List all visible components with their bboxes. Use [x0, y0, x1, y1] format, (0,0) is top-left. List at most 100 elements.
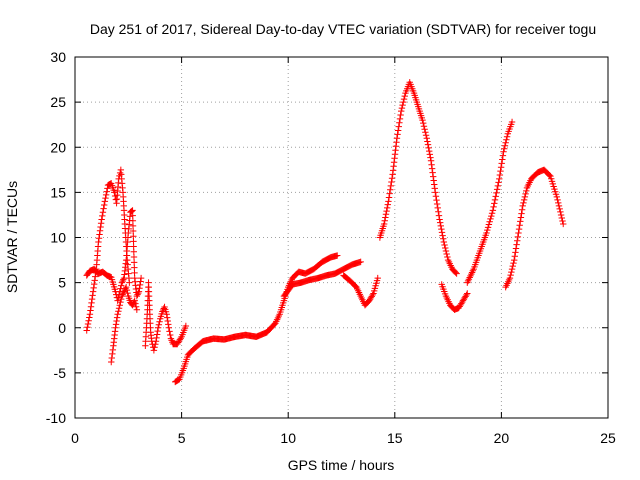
data-point	[101, 201, 108, 209]
data-point	[497, 167, 504, 175]
data-point	[120, 288, 128, 295]
data-point	[516, 222, 523, 229]
data-point	[520, 199, 527, 207]
data-point	[495, 179, 502, 186]
y-tick-label: 25	[50, 94, 66, 110]
data-point	[400, 95, 408, 103]
data-point	[134, 291, 141, 298]
data-point	[131, 297, 138, 304]
data-point	[554, 196, 561, 204]
data-point	[393, 135, 401, 142]
data-point	[503, 133, 511, 140]
y-tick-label: 0	[58, 320, 66, 336]
data-point	[515, 225, 523, 233]
data-point	[501, 142, 509, 149]
data-point	[499, 152, 507, 159]
data-point	[425, 144, 432, 152]
data-point	[555, 199, 562, 207]
data-point	[90, 284, 97, 292]
data-point	[123, 286, 131, 294]
data-point	[499, 156, 506, 163]
data-point	[369, 291, 376, 299]
data-point	[381, 217, 388, 224]
data-point	[493, 189, 500, 197]
data-point	[152, 338, 160, 345]
data-point	[494, 182, 502, 190]
data-point	[435, 208, 442, 215]
data-point	[518, 210, 525, 217]
data-point	[111, 189, 118, 196]
data-point	[556, 205, 563, 213]
x-tick-label: 20	[494, 430, 510, 446]
data-point	[129, 301, 136, 309]
data-point	[334, 252, 341, 259]
data-point	[357, 258, 364, 266]
data-point	[167, 331, 174, 339]
data-point	[496, 175, 503, 183]
data-point	[440, 235, 447, 242]
data-point	[133, 292, 141, 300]
x-tick-label: 0	[71, 430, 79, 446]
data-point	[484, 224, 492, 231]
data-point	[432, 193, 440, 200]
data-point	[440, 238, 448, 246]
data-point	[153, 334, 160, 342]
data-point	[95, 235, 103, 242]
data-point	[108, 358, 115, 366]
data-point	[87, 307, 94, 314]
data-point	[520, 196, 528, 204]
data-point	[452, 269, 459, 276]
data-point	[137, 278, 144, 285]
data-point	[436, 219, 444, 226]
data-point	[444, 253, 451, 261]
data-point	[86, 314, 93, 321]
data-point	[546, 172, 553, 179]
data-point	[130, 298, 138, 306]
data-point	[400, 98, 407, 106]
y-tick-label: 10	[50, 230, 66, 246]
data-point	[85, 317, 92, 324]
data-point	[96, 231, 103, 238]
data-point	[484, 226, 491, 234]
data-point	[109, 346, 117, 354]
data-point	[441, 241, 448, 249]
data-point	[422, 132, 430, 139]
data-point	[420, 122, 428, 130]
data-point	[510, 259, 517, 267]
data-point	[427, 154, 434, 161]
data-point	[90, 280, 98, 288]
data-point	[127, 208, 135, 215]
data-point	[442, 244, 449, 252]
data-point	[501, 145, 508, 152]
data-point	[126, 279, 133, 286]
plot-frame	[74, 56, 609, 419]
data-point	[508, 118, 516, 126]
data-point	[401, 92, 408, 100]
data-point	[497, 164, 505, 171]
data-point	[559, 217, 566, 225]
data-point	[436, 216, 443, 223]
data-point	[490, 203, 497, 211]
data-point	[156, 318, 163, 325]
data-point	[108, 354, 115, 362]
data-point	[96, 227, 104, 234]
data-point	[89, 292, 96, 299]
data-point	[153, 331, 161, 338]
data-point	[421, 126, 428, 133]
data-point	[103, 188, 110, 195]
data-point	[496, 171, 504, 179]
data-point	[419, 116, 426, 124]
data-point	[115, 294, 122, 301]
data-point	[136, 285, 143, 292]
data-point	[396, 115, 404, 123]
data-point	[91, 277, 98, 284]
data-point	[399, 101, 406, 109]
data-point	[137, 274, 145, 282]
data-point	[182, 322, 190, 330]
data-point	[120, 276, 127, 283]
data-point	[165, 321, 172, 328]
data-point	[382, 214, 389, 221]
data-point	[99, 209, 107, 216]
data-point	[128, 207, 136, 215]
